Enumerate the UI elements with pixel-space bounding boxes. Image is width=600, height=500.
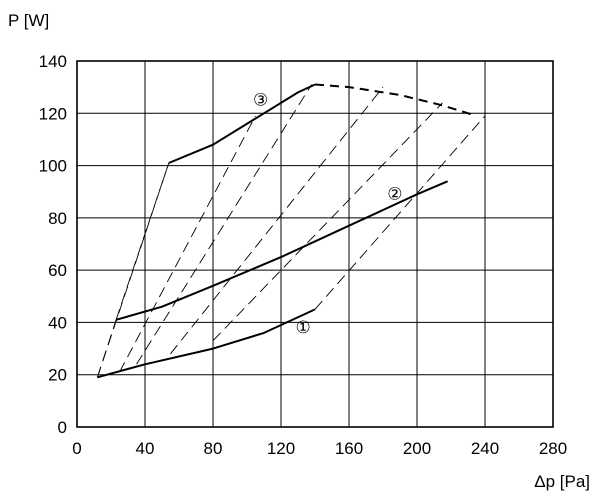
dashed-guide-line-7: [212, 102, 443, 342]
dashed-guide-line-8: [314, 115, 486, 310]
x-tick-label-5: 200: [403, 439, 431, 458]
dashed-guide-line-4: [119, 115, 256, 373]
dashed-lines: [96, 84, 486, 378]
x-tick-label-7: 280: [539, 439, 567, 458]
y-tick-label-1: 20: [48, 366, 67, 385]
y-tick-label-7: 140: [39, 52, 67, 71]
curve-label-2: ②: [387, 185, 402, 204]
dashed-limit-curve: [314, 83, 477, 117]
curve-1: [97, 308, 316, 379]
x-tick-label-3: 120: [267, 439, 295, 458]
plot-frame: [76, 60, 554, 428]
curve-labels: ① ② ③: [253, 91, 403, 337]
dashed-guide-line-6: [170, 86, 384, 355]
x-axis-title: Δp [Pa]: [534, 472, 590, 491]
grid: [77, 61, 553, 427]
y-tick-label-2: 40: [48, 313, 67, 332]
x-tick-label-0: 0: [72, 439, 81, 458]
y-tick-label-5: 100: [39, 157, 67, 176]
curve-label-1: ①: [295, 318, 310, 337]
y-tick-labels: 0 20 40 60 80 100 120 140: [39, 52, 67, 437]
x-tick-label-4: 160: [335, 439, 363, 458]
y-tick-label-6: 120: [39, 104, 67, 123]
y-tick-label-3: 60: [48, 261, 67, 280]
y-tick-label-0: 0: [58, 418, 67, 437]
dashed-guide-line-3: [115, 162, 170, 320]
x-tick-label-6: 240: [471, 439, 499, 458]
x-tick-label-1: 40: [136, 439, 155, 458]
y-axis-title: P [W]: [8, 11, 49, 30]
dashed-guide-line-5: [136, 84, 312, 365]
x-tick-labels: 0 40 80 120 160 200 240 280: [72, 439, 567, 458]
series: [97, 83, 477, 379]
y-tick-label-4: 80: [48, 209, 67, 228]
dashed-guide-line-2: [96, 319, 117, 378]
x-tick-label-2: 80: [204, 439, 223, 458]
curve-label-3: ③: [253, 91, 268, 110]
curve-2: [115, 180, 448, 321]
curve-3: [168, 83, 316, 164]
